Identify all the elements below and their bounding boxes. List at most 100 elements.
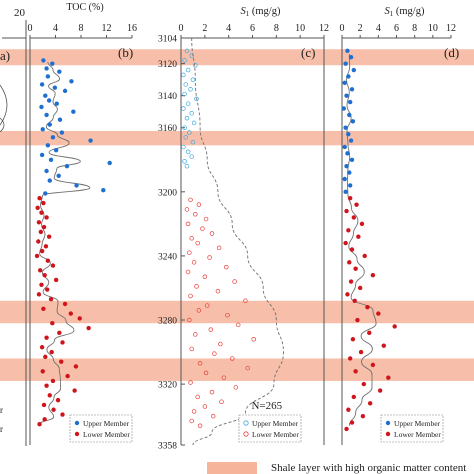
panel-c-upper-point-22 — [189, 154, 194, 159]
panel-c-ytick-label-0: 3104 — [158, 35, 177, 45]
panel-d-lower-point-4 — [359, 221, 365, 227]
panel-b-lower-point-37 — [65, 373, 70, 379]
panel-c-upper-point-0 — [184, 48, 190, 54]
panel-b-lower-point-22 — [62, 301, 68, 307]
panel-c-lower-point-14 — [224, 264, 229, 270]
panel-d-upper-point-19 — [347, 170, 352, 175]
panel-d-xlabel: S1 (mg/g) — [385, 6, 425, 18]
panel-d-lower-point-21 — [367, 330, 372, 336]
panel-c-lower-point-24 — [225, 312, 230, 318]
panel-c-xtick-label-5: 10 — [295, 23, 305, 34]
panel-c-xlabel-s: S — [241, 6, 247, 17]
panel-b-lower-point-20 — [36, 292, 42, 297]
panel-c-legend-marker-1 — [243, 431, 249, 437]
panel-b-upper-point-18 — [59, 130, 65, 135]
panel-c-ytick-label-5: 3240 — [158, 252, 177, 262]
panel-c-ytick-label-4: 3200 — [158, 188, 177, 198]
panel-c-lower-point-15 — [185, 269, 191, 275]
panel-b-upper-point-15 — [57, 117, 63, 122]
panel-b-upper-point-14 — [44, 112, 49, 118]
panel-d-trend-line — [346, 53, 377, 426]
panel-c: 0 2 4 6 8 10 12 S1 (mg/g) 3104 3120 3140 3160 3200 32… — [158, 6, 329, 452]
panel-c-legend-marker-0 — [243, 420, 249, 426]
panel-c-lower-point-2 — [184, 207, 190, 212]
panel-c-xtick-label-3: 6 — [250, 23, 255, 34]
panel-c-upper-point-17 — [187, 130, 192, 135]
panel-b-lower-point-40 — [72, 388, 77, 393]
panel-b-upper-point-28 — [56, 173, 61, 179]
panel-c-lower-point-30 — [218, 341, 223, 347]
panel-c-lower-point-29 — [251, 336, 256, 342]
panel-c-ytick-label-8: 3358 — [158, 442, 177, 452]
panel-b-lower-point-12 — [34, 253, 40, 259]
panel-d-upper-point-3 — [351, 67, 357, 73]
panel-b-xtick-label-3: 12 — [102, 23, 112, 34]
panel-d-lower-point-26 — [370, 362, 376, 368]
panel-c-lower-point-13 — [191, 260, 197, 265]
panel-d-lower-point-11 — [353, 266, 358, 271]
panel-c-lower-point-33 — [229, 356, 235, 361]
panel-d-lower-point-6 — [356, 234, 361, 239]
panel-d-lower-point-10 — [347, 260, 352, 265]
panel-d-upper-point-9 — [341, 106, 347, 111]
panel-c-n-annotation: N=265 — [251, 400, 282, 412]
panel-b-lower-point-13 — [45, 258, 51, 263]
panel-c-upper-point-4 — [185, 67, 191, 73]
panel-b-xlabel: TOC (%) — [66, 2, 103, 13]
panel-c-upper-point-13 — [189, 111, 194, 116]
panel-d-lower-point-0 — [347, 196, 353, 201]
panel-a-curve-fragment-2 — [0, 117, 5, 133]
panel-c-lower-point-26 — [235, 322, 241, 328]
panel-b-lower-point-18 — [39, 282, 44, 287]
panel-c-lower-point-17 — [232, 279, 237, 284]
panel-c-envelope-curve — [191, 37, 284, 446]
panel-d-lower-point-19 — [355, 317, 360, 323]
panel-c-lower-point-41 — [195, 394, 200, 400]
panel-c-label: (c) — [301, 45, 315, 60]
panel-d-lower-point-24 — [358, 349, 364, 355]
panel-d-upper-point-22 — [343, 189, 348, 195]
panel-b-upper-point-25 — [107, 160, 112, 166]
bottom-legend-label: Shale layer with high organic matter con… — [271, 462, 466, 474]
panel-c-xtick-label-4: 8 — [274, 23, 279, 34]
panel-a-tick-20: 20 — [14, 7, 26, 19]
panel-b-upper-point-13 — [71, 109, 76, 114]
panel-b-lower-point-33 — [43, 354, 48, 360]
panel-c-upper-point-1 — [189, 53, 194, 58]
panel-b-xtick-label-0: 0 — [28, 23, 33, 34]
panel-b-upper-point-7 — [52, 85, 58, 90]
panel-c-ytick-label-2: 3140 — [158, 92, 177, 102]
panel-c-lower-point-8 — [189, 236, 194, 241]
panel-c-upper-point-12 — [181, 106, 186, 111]
panel-b-lower-point-26 — [50, 321, 55, 326]
panel-c-lower-point-27 — [208, 327, 214, 332]
panel-d-upper-point-0 — [345, 48, 350, 54]
panel-d-lower-point-2 — [344, 208, 349, 214]
panel-b-upper-point-11 — [54, 101, 59, 106]
panel-b-lower-point-9 — [36, 239, 41, 244]
panel-c-lower-point-28 — [193, 332, 198, 337]
panel-b-legend-box — [69, 414, 133, 443]
panel-c-lower-point-46 — [189, 418, 194, 424]
panel-d-upper-point-10 — [347, 112, 352, 118]
panel-c-lower-point-7 — [209, 231, 215, 236]
panel-d-legend-marker-1 — [385, 431, 391, 437]
panel-d-upper-point-14 — [348, 138, 354, 143]
panel-c-lower-point-6 — [200, 226, 205, 231]
panel-b-upper-point-1 — [50, 61, 55, 66]
panel-d-upper-point-18 — [344, 163, 349, 169]
panel-b-lower-point-21 — [48, 296, 54, 302]
panel-b-lower-point-41 — [47, 393, 52, 398]
panel-c-xlabel-sub: 1 — [246, 10, 250, 18]
panel-b-lower-point-11 — [39, 248, 45, 254]
panel-c-lower-point-44 — [191, 409, 197, 414]
panel-c-upper-point-14 — [184, 115, 190, 121]
panel-c-upper-point-9 — [182, 91, 187, 97]
shale-bands — [0, 49, 474, 381]
panel-c-xtick-label-2: 4 — [226, 23, 231, 34]
panel-b-upper-point-20 — [88, 138, 93, 143]
panel-c-lower-point-38 — [188, 380, 193, 385]
shale-band-3 — [0, 300, 474, 324]
panel-c-lower-point-32 — [212, 351, 217, 356]
panel-b-lower-point-8 — [46, 234, 52, 239]
